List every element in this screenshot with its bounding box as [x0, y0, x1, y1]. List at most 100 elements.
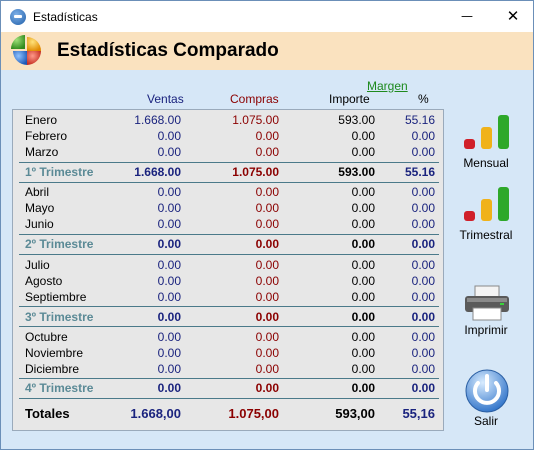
importe-cell: 0.00: [351, 362, 375, 376]
percent-cell: 0.00: [411, 362, 435, 376]
mensual-button[interactable]: Mensual: [463, 156, 509, 170]
compras-cell: 0.00: [255, 145, 279, 159]
salir-button[interactable]: Salir: [473, 414, 498, 428]
ventas-cell: 0.00: [157, 330, 181, 344]
ventas-cell: 1.668.00: [134, 113, 181, 127]
row-label: Noviembre: [25, 346, 84, 360]
importe-cell: 0.00: [351, 129, 375, 143]
page-title: Estadísticas Comparado: [57, 40, 279, 61]
quarter-row: 3º Trimestre 0.00 0.00 0.00 0.00: [13, 310, 443, 326]
row-label: 1º Trimestre: [25, 165, 94, 179]
compras-cell: 1.075,00: [228, 406, 279, 421]
close-button[interactable]: ✕: [506, 7, 520, 25]
percent-cell: 0.00: [411, 274, 435, 288]
compras-cell: 0.00: [255, 346, 279, 360]
row-label: Enero: [25, 113, 58, 127]
ventas-cell: 0.00: [157, 237, 181, 251]
table-row: Abril 0.00 0.00 0.00 0.00: [13, 185, 443, 201]
table-row: Agosto 0.00 0.00 0.00 0.00: [13, 274, 443, 290]
ventas-cell: 0.00: [157, 185, 181, 199]
compras-cell: 0.00: [255, 290, 279, 304]
margen-header: Margen: [367, 79, 408, 93]
row-label: Octubre: [25, 330, 68, 344]
importe-cell: 0.00: [351, 185, 375, 199]
ventas-cell: 0.00: [157, 274, 181, 288]
row-separator: [19, 234, 439, 235]
row-label: Abril: [25, 185, 50, 199]
row-separator: [19, 378, 439, 379]
row-separator: [19, 254, 439, 255]
imprimir-button[interactable]: Imprimir: [464, 323, 508, 337]
table-row: Junio 0.00 0.00 0.00 0.00: [13, 217, 443, 233]
importe-cell: 0.00: [351, 258, 375, 272]
compras-cell: 0.00: [255, 185, 279, 199]
percent-cell: 0.00: [411, 310, 435, 324]
compras-cell: 0.00: [255, 201, 279, 215]
row-separator: [19, 306, 439, 307]
quarter-row: 2º Trimestre 0.00 0.00 0.00 0.00: [13, 237, 443, 253]
statistics-table: Enero 1.668.00 1.075.00 593.00 55.16 Febrero 0…: [12, 109, 444, 431]
minimize-button[interactable]: —: [461, 9, 473, 23]
importe-cell: 593.00: [338, 165, 375, 179]
importe-cell: 0.00: [351, 330, 375, 344]
table-row: Enero 1.668.00 1.075.00 593.00 55.16: [13, 113, 443, 129]
compras-cell: 0.00: [255, 274, 279, 288]
percent-cell: 0.00: [411, 237, 435, 251]
power-icon: [465, 369, 509, 413]
bar-chart-icon: [464, 187, 509, 221]
row-label: Julio: [25, 258, 50, 272]
row-label: Totales: [25, 406, 70, 421]
ventas-cell: 0.00: [157, 145, 181, 159]
percent-cell: 0.00: [411, 185, 435, 199]
row-label: Diciembre: [25, 362, 80, 376]
table-row: Septiembre 0.00 0.00 0.00 0.00: [13, 290, 443, 306]
totals-row: Totales 1.668,00 1.075,00 593,00 55,16: [13, 406, 443, 422]
title-bar: Estadísticas — ✕: [1, 1, 533, 32]
row-separator: [19, 326, 439, 327]
app-icon: [10, 9, 26, 25]
window-title: Estadísticas: [33, 10, 98, 24]
ventas-header: Ventas: [147, 92, 184, 106]
row-label: Septiembre: [25, 290, 87, 304]
percent-cell: 0.00: [411, 217, 435, 231]
ventas-cell: 1.668,00: [130, 406, 181, 421]
table-row: Marzo 0.00 0.00 0.00 0.00: [13, 145, 443, 161]
ventas-cell: 0.00: [157, 290, 181, 304]
ventas-cell: 0.00: [157, 381, 181, 395]
percent-cell: 0.00: [411, 330, 435, 344]
percent-cell: 0.00: [411, 145, 435, 159]
percent-cell: 0.00: [411, 346, 435, 360]
quarter-row: 1º Trimestre 1.668.00 1.075.00 593.00 55.16: [13, 165, 443, 181]
importe-cell: 593,00: [335, 406, 375, 421]
row-label: Junio: [25, 217, 54, 231]
importe-cell: 0.00: [351, 290, 375, 304]
ventas-cell: 0.00: [157, 346, 181, 360]
trimestral-button[interactable]: Trimestral: [459, 228, 513, 242]
ventas-cell: 0.00: [157, 362, 181, 376]
importe-cell: 0.00: [351, 274, 375, 288]
table-row: Diciembre 0.00 0.00 0.00 0.00: [13, 362, 443, 378]
table-row: Noviembre 0.00 0.00 0.00 0.00: [13, 346, 443, 362]
compras-cell: 0.00: [255, 237, 279, 251]
printer-icon: [465, 285, 509, 321]
table-row: Mayo 0.00 0.00 0.00 0.00: [13, 201, 443, 217]
row-separator: [19, 162, 439, 163]
percent-cell: 0.00: [411, 258, 435, 272]
compras-cell: 0.00: [255, 310, 279, 324]
compras-cell: 1.075.00: [232, 113, 279, 127]
compras-header: Compras: [230, 92, 279, 106]
row-label: Febrero: [25, 129, 68, 143]
compras-cell: 1.075.00: [232, 165, 279, 179]
compras-cell: 0.00: [255, 362, 279, 376]
quarter-row: 4º Trimestre 0.00 0.00 0.00 0.00: [13, 381, 443, 397]
bar-chart-icon: [464, 115, 509, 149]
importe-cell: 0.00: [351, 201, 375, 215]
row-label: 4º Trimestre: [25, 381, 94, 395]
importe-cell: 0.00: [351, 310, 375, 324]
row-label: 3º Trimestre: [25, 310, 94, 324]
percent-cell: 0.00: [411, 201, 435, 215]
header-banner: Estadísticas Comparado: [1, 32, 533, 70]
compras-cell: 0.00: [255, 258, 279, 272]
importe-cell: 0.00: [351, 381, 375, 395]
ventas-cell: 0.00: [157, 217, 181, 231]
